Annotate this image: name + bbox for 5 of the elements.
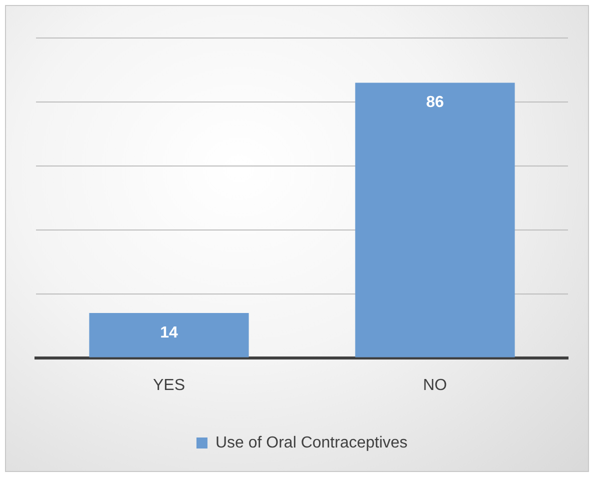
legend-label: Use of Oral Contraceptives	[215, 434, 408, 452]
x-tick-label: YES	[152, 376, 186, 394]
data-label: 14	[160, 324, 178, 342]
x-tick-label: NO	[423, 376, 447, 394]
data-label: 86	[426, 94, 444, 112]
